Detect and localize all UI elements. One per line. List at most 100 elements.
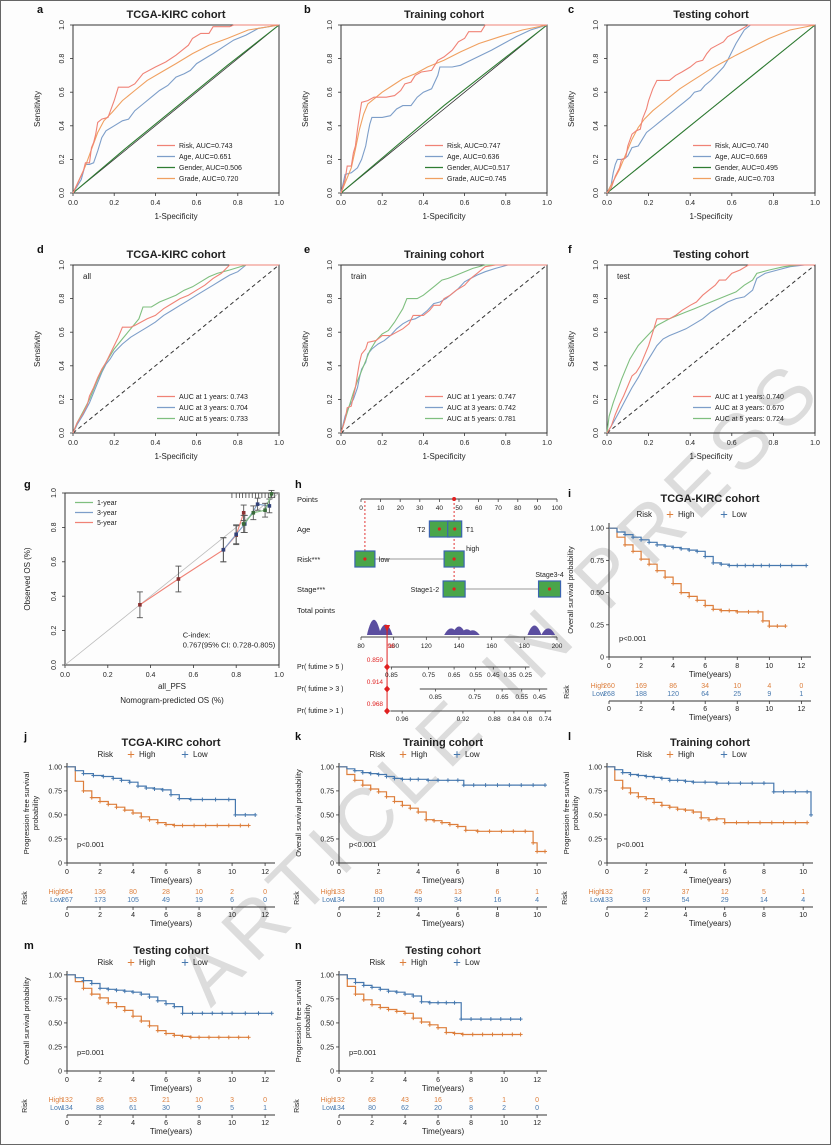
svg-text:10: 10 (533, 869, 541, 876)
svg-text:6: 6 (164, 1120, 168, 1127)
svg-text:1.00: 1.00 (48, 972, 62, 979)
plot-frame (606, 264, 816, 434)
svg-text:2: 2 (644, 869, 648, 876)
svg-text:100: 100 (552, 505, 563, 512)
svg-text:0.0: 0.0 (327, 188, 334, 198)
svg-text:0.45: 0.45 (533, 694, 546, 701)
svg-text:1.0: 1.0 (810, 440, 820, 447)
roc-curve-auc5 (340, 264, 547, 434)
svg-text:1.0: 1.0 (542, 200, 552, 207)
svg-text:68: 68 (368, 1097, 376, 1104)
panel-c-roc: Testing cohort 0.0 0.2 0.4 0.6 0.8 1.0 0.0 0.2 0.… (561, 5, 827, 240)
svg-text:1.00: 1.00 (588, 764, 602, 771)
svg-text:10: 10 (733, 683, 741, 690)
svg-text:Time(years): Time(years) (689, 876, 732, 885)
svg-text:Sensitivity: Sensitivity (567, 331, 576, 367)
svg-text:8: 8 (197, 869, 201, 876)
density-bump (541, 628, 556, 635)
svg-text:0.25: 0.25 (320, 1044, 334, 1051)
svg-text:Low: Low (465, 750, 480, 759)
svg-text:14: 14 (760, 897, 768, 904)
svg-text:132: 132 (61, 1097, 73, 1104)
svg-text:6: 6 (164, 912, 168, 919)
svg-text:4: 4 (684, 869, 688, 876)
roc-curve-grade (72, 24, 280, 194)
svg-text:0.75: 0.75 (48, 788, 62, 795)
svg-text:High: High (411, 958, 427, 967)
svg-text:0.85: 0.85 (385, 672, 398, 679)
svg-text:4: 4 (403, 1120, 407, 1127)
svg-text:6: 6 (456, 869, 460, 876)
svg-text:2: 2 (502, 1105, 506, 1112)
svg-text:134: 134 (61, 1105, 73, 1112)
svg-text:260: 260 (603, 683, 615, 690)
svg-text:Training cohort: Training cohort (404, 9, 484, 21)
svg-text:Risk: Risk (22, 891, 29, 905)
svg-text:49: 49 (162, 897, 170, 904)
svg-text:0: 0 (535, 1097, 539, 1104)
svg-text:1.0: 1.0 (327, 260, 334, 270)
roc-curve-gender (340, 24, 548, 194)
svg-text:Risk, AUC=0.740: Risk, AUC=0.740 (715, 143, 769, 150)
svg-text:4: 4 (131, 1077, 135, 1084)
svg-text:0: 0 (330, 861, 334, 868)
svg-text:12: 12 (797, 706, 805, 713)
svg-text:1: 1 (801, 889, 805, 896)
svg-text:0.4: 0.4 (685, 200, 695, 207)
svg-text:134: 134 (333, 897, 345, 904)
svg-text:0.8: 0.8 (501, 200, 511, 207)
svg-text:0.4: 0.4 (51, 591, 58, 601)
svg-text:Risk: Risk (636, 510, 653, 519)
svg-text:Low: Low (193, 750, 208, 759)
svg-text:0.0: 0.0 (327, 428, 334, 438)
svg-text:4: 4 (416, 869, 420, 876)
svg-text:0.2: 0.2 (327, 154, 334, 164)
svg-text:6: 6 (703, 706, 707, 713)
svg-text:0: 0 (337, 912, 341, 919)
svg-text:0.2: 0.2 (327, 394, 334, 404)
svg-text:Grade, AUC=0.703: Grade, AUC=0.703 (715, 176, 774, 183)
svg-text:Overall survival probability: Overall survival probability (294, 769, 303, 857)
svg-text:Overall survival probability: Overall survival probability (22, 977, 31, 1065)
svg-text:high: high (466, 546, 479, 553)
svg-text:2: 2 (370, 1077, 374, 1084)
svg-text:High: High (321, 889, 336, 896)
svg-text:Testing cohort: Testing cohort (673, 9, 749, 21)
svg-text:8: 8 (496, 869, 500, 876)
svg-text:2: 2 (644, 912, 648, 919)
plot-frame (340, 24, 548, 194)
svg-text:93: 93 (642, 897, 650, 904)
svg-text:0.8: 0.8 (593, 294, 600, 304)
svg-text:83: 83 (375, 889, 383, 896)
svg-text:1.0: 1.0 (542, 440, 552, 447)
svg-text:8: 8 (197, 912, 201, 919)
panel-letter-d: d (37, 244, 44, 256)
panel-k-km: Training cohort Risk High Low 0 0.25 0.50 0.75 1… (289, 733, 563, 940)
svg-text:0.50: 0.50 (48, 812, 62, 819)
svg-text:1.0: 1.0 (59, 260, 66, 270)
svg-text:0.50: 0.50 (590, 590, 604, 597)
svg-text:TCGA-KIRC cohort: TCGA-KIRC cohort (127, 249, 226, 261)
svg-text:Points: Points (297, 495, 318, 504)
svg-text:p<0.001: p<0.001 (77, 840, 104, 849)
svg-text:AUC at 1 years: 0.747: AUC at 1 years: 0.747 (447, 394, 516, 401)
svg-text:0.2: 0.2 (644, 440, 654, 447)
svg-text:105: 105 (127, 897, 139, 904)
svg-text:140: 140 (454, 643, 465, 650)
svg-text:0.75: 0.75 (48, 996, 62, 1003)
svg-text:0.4: 0.4 (327, 121, 334, 131)
svg-text:0.4: 0.4 (593, 121, 600, 131)
svg-text:134: 134 (333, 1105, 345, 1112)
svg-text:Time(years): Time(years) (689, 713, 732, 722)
reference-diagonal (606, 264, 816, 434)
svg-text:0.6: 0.6 (189, 672, 199, 679)
svg-text:0: 0 (337, 869, 341, 876)
svg-text:AUC at 1 years: 0.740: AUC at 1 years: 0.740 (715, 394, 784, 401)
svg-text:136: 136 (94, 889, 106, 896)
svg-text:0.8: 0.8 (327, 294, 334, 304)
svg-text:0.8: 0.8 (233, 200, 243, 207)
svg-text:10: 10 (228, 1077, 236, 1084)
svg-text:1.0: 1.0 (327, 20, 334, 30)
panel-letter-i: i (568, 488, 572, 500)
